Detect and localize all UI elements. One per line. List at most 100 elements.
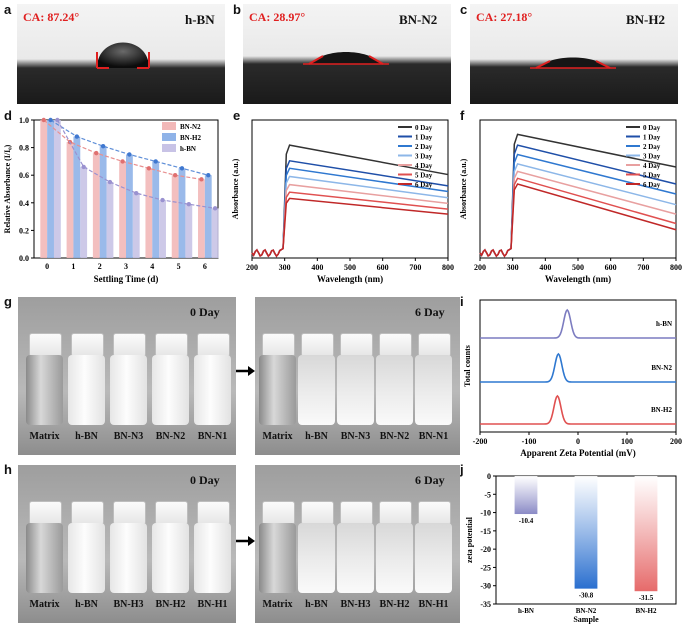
day-label: 0 Day bbox=[190, 473, 220, 487]
legend-label: 3 Day bbox=[415, 153, 433, 161]
data-point bbox=[94, 150, 99, 156]
bar bbox=[198, 179, 205, 258]
vial-cap bbox=[418, 333, 451, 357]
vial-cap bbox=[29, 501, 62, 525]
vial-label: h-BN bbox=[75, 599, 98, 610]
vial-cap bbox=[155, 501, 188, 525]
vial-body bbox=[68, 355, 105, 425]
bar-value-label: -31.5 bbox=[639, 594, 654, 602]
x-tick-label: 600 bbox=[605, 263, 617, 272]
droplet-hbn bbox=[96, 42, 150, 69]
bar bbox=[178, 168, 186, 258]
vial-cap bbox=[71, 333, 104, 357]
x-tick-label: 6 bbox=[203, 262, 207, 271]
contact-angle-value: CA: 87.24° bbox=[23, 10, 80, 24]
vial-label: BN-H1 bbox=[197, 599, 228, 610]
y-tick-label: -5 bbox=[484, 490, 491, 499]
y-tick-label: 0.4 bbox=[19, 199, 29, 208]
series-label: BN-N2 bbox=[651, 364, 672, 372]
x-axis-label: Wavelength (nm) bbox=[545, 274, 611, 284]
droplet-bn-h2 bbox=[530, 57, 616, 69]
distribution-line bbox=[480, 308, 676, 339]
y-axis-label: zeta potential bbox=[465, 516, 474, 563]
panel-label-g: g bbox=[4, 294, 12, 309]
x-tick-label: 300 bbox=[507, 263, 519, 272]
bar bbox=[185, 204, 193, 258]
vial-label: BN-N3 bbox=[340, 431, 371, 442]
sample-name: h-BN bbox=[185, 12, 215, 27]
sample-name: BN-H2 bbox=[626, 12, 665, 27]
vial-body bbox=[26, 355, 63, 425]
vial-label: BN-H3 bbox=[340, 599, 371, 610]
panel-label-h: h bbox=[4, 462, 12, 477]
data-point bbox=[127, 152, 132, 157]
vial-body bbox=[376, 355, 413, 425]
vial-body bbox=[337, 523, 374, 593]
data-point bbox=[172, 173, 178, 178]
x-axis-label: Sample bbox=[573, 615, 599, 624]
vial-label: BN-N2 bbox=[379, 431, 410, 442]
bar bbox=[40, 120, 48, 258]
vial-body bbox=[337, 355, 374, 425]
vial-label: h-BN bbox=[305, 599, 328, 610]
vial-label: Matrix bbox=[262, 599, 293, 610]
legend-label: 2 Day bbox=[643, 143, 661, 151]
contact-angle-photo-bn-h2: CA: 27.18° BN-H2 bbox=[470, 4, 678, 104]
arrow-right-icon bbox=[236, 536, 255, 546]
contact-angle-photo-hbn: CA: 87.24° h-BN bbox=[17, 4, 225, 104]
x-tick-label: BN-N2 bbox=[576, 607, 597, 615]
x-tick-label: 300 bbox=[279, 263, 291, 272]
angle-marker-left bbox=[308, 55, 324, 65]
x-tick-label: -200 bbox=[473, 437, 488, 446]
vial-body bbox=[298, 355, 335, 425]
bar bbox=[53, 120, 61, 258]
vial-cap bbox=[301, 333, 334, 357]
vial-cap bbox=[29, 333, 62, 357]
vial-cap bbox=[379, 501, 412, 525]
spectrum-line bbox=[251, 191, 449, 258]
vial-cap bbox=[262, 501, 295, 525]
bar bbox=[47, 120, 54, 258]
bar bbox=[159, 200, 166, 258]
y-tick-label: 1.0 bbox=[19, 116, 29, 125]
angle-marker-right bbox=[368, 55, 384, 65]
vial-body bbox=[259, 523, 296, 593]
bar bbox=[634, 476, 658, 592]
x-tick-label: 800 bbox=[670, 263, 682, 272]
x-tick-label: 0 bbox=[45, 262, 49, 271]
bar bbox=[106, 182, 114, 258]
distribution-line bbox=[480, 394, 676, 425]
data-point bbox=[153, 159, 158, 164]
angle-marker-left bbox=[96, 52, 109, 69]
photo-g-day6: 6 Day Matrix h-BN BN-N3 BN-N2 BN-N1 bbox=[255, 297, 460, 455]
legend-label: 4 Day bbox=[643, 162, 661, 170]
legend-label: 5 Day bbox=[643, 172, 661, 180]
y-tick-label: 0 bbox=[487, 472, 491, 481]
bar bbox=[514, 476, 538, 515]
vial-body bbox=[194, 355, 231, 425]
y-tick-label: -20 bbox=[480, 545, 491, 554]
vial-label: Matrix bbox=[262, 431, 293, 442]
chart-zeta-potential: 0 -5 -10 -15 -20 -25 -30 -35 -10.4 h-BN -30.8 BN-N2… bbox=[465, 472, 677, 624]
vial-label: BN-H3 bbox=[113, 599, 144, 610]
contact-angle-value: CA: 27.18° bbox=[476, 10, 533, 24]
vial-label: BN-H2 bbox=[379, 599, 410, 610]
angle-marker-left bbox=[535, 60, 551, 69]
y-tick-label: -15 bbox=[480, 527, 491, 536]
y-tick-label: 0.8 bbox=[19, 144, 29, 153]
data-point bbox=[134, 190, 139, 196]
vial-body bbox=[259, 355, 296, 425]
y-axis-label: Total counts bbox=[463, 345, 472, 387]
y-tick-label: -25 bbox=[480, 563, 491, 572]
legend-label: 4 Day bbox=[415, 162, 433, 170]
angle-marker-right bbox=[595, 60, 611, 69]
panel-label-e: e bbox=[233, 108, 241, 123]
bar bbox=[66, 142, 74, 258]
vial-body bbox=[415, 355, 452, 425]
contact-angle-value: CA: 28.97° bbox=[249, 10, 306, 24]
legend-swatch bbox=[162, 144, 176, 152]
legend-label: 3 Day bbox=[643, 153, 661, 161]
spectrum-line bbox=[479, 177, 677, 258]
vial-body bbox=[415, 523, 452, 593]
